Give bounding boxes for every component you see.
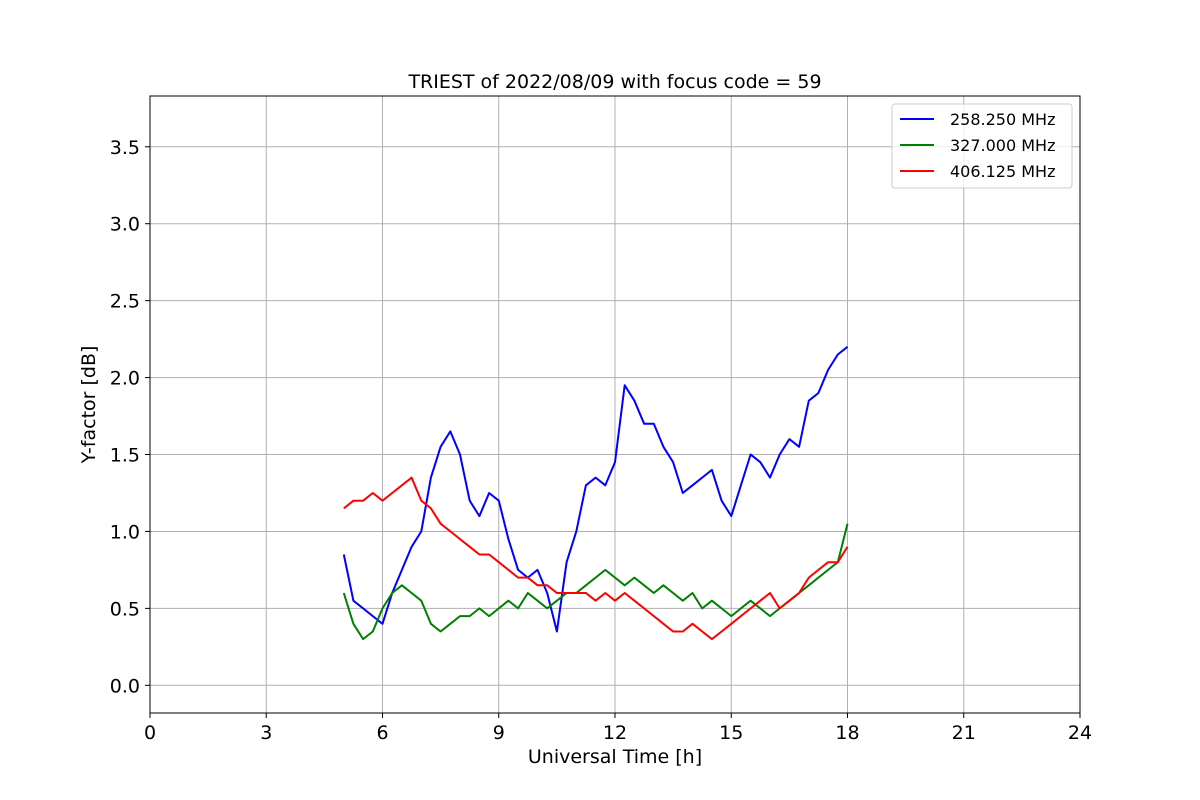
x-tick-label: 12 <box>603 722 627 744</box>
y-axis-label: Y-factor [dB] <box>78 346 100 465</box>
series-line-2 <box>342 523 849 641</box>
y-tick-label: 1.0 <box>110 521 140 543</box>
x-tick-label: 21 <box>952 722 976 744</box>
series-line-3 <box>343 476 849 641</box>
chart-title: TRIEST of 2022/08/09 with focus code = 5… <box>407 71 821 93</box>
y-tick-label: 3.0 <box>110 214 140 236</box>
legend-box <box>891 103 1073 189</box>
y-tick-label: 2.5 <box>110 291 140 313</box>
x-tick-label: 6 <box>376 722 388 744</box>
y-tick-label: 0.0 <box>110 675 140 697</box>
legend: 258.250 MHz 327.000 MHz 406.125 MHz <box>891 103 1073 189</box>
x-tick-label: 9 <box>493 722 505 744</box>
y-tick-label: 0.5 <box>110 598 140 620</box>
x-axis-label: Universal Time [h] <box>528 746 702 768</box>
x-tick-label: 3 <box>260 722 272 744</box>
legend-label-2: 327.000 MHz <box>950 136 1055 155</box>
series-layer <box>342 346 849 641</box>
x-tick-label: 18 <box>835 722 859 744</box>
legend-label-1: 258.250 MHz <box>950 110 1055 129</box>
series-line-1 <box>342 346 849 633</box>
x-tick-label: 0 <box>144 722 156 744</box>
x-tick-label: 15 <box>719 722 743 744</box>
y-tick-label: 1.5 <box>110 445 140 467</box>
ticks-layer: 0 3 6 9 12 15 18 21 24 0.0 0.5 1.0 1.5 2.0 2.5 3.0 3.5 <box>110 137 1092 744</box>
x-tick-label: 24 <box>1068 722 1092 744</box>
y-tick-label: 3.5 <box>110 137 140 159</box>
grid-layer <box>149 96 1081 713</box>
y-tick-label: 2.0 <box>110 368 140 390</box>
legend-label-3: 406.125 MHz <box>950 162 1055 181</box>
